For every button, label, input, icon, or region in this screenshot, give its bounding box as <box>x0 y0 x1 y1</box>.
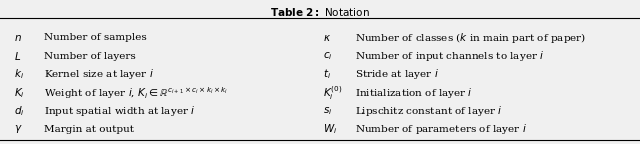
Text: $\kappa$: $\kappa$ <box>323 33 332 43</box>
Text: $K_i$: $K_i$ <box>14 86 25 100</box>
Text: Initialization of layer $i$: Initialization of layer $i$ <box>355 86 473 100</box>
Text: Stride at layer $i$: Stride at layer $i$ <box>355 67 439 81</box>
Text: $s_i$: $s_i$ <box>323 105 333 117</box>
Text: $c_i$: $c_i$ <box>323 50 333 62</box>
Text: Number of classes ($k$ in main part of paper): Number of classes ($k$ in main part of p… <box>355 31 586 45</box>
Text: Margin at output: Margin at output <box>44 125 134 134</box>
Text: $n$: $n$ <box>14 33 22 43</box>
Text: Number of samples: Number of samples <box>44 33 147 42</box>
Text: $t_i$: $t_i$ <box>323 68 332 81</box>
Text: $W_i$: $W_i$ <box>323 122 337 136</box>
Text: Number of parameters of layer $i$: Number of parameters of layer $i$ <box>355 122 527 136</box>
Text: Number of layers: Number of layers <box>44 52 135 61</box>
Text: Input spatial width at layer $i$: Input spatial width at layer $i$ <box>44 104 195 118</box>
Text: $L$: $L$ <box>14 50 21 62</box>
Text: Lipschitz constant of layer $i$: Lipschitz constant of layer $i$ <box>355 104 502 118</box>
Text: $\mathbf{Table\ 2:}$ $\mathrm{Notation}$: $\mathbf{Table\ 2:}$ $\mathrm{Notation}$ <box>270 6 370 18</box>
Text: $d_i$: $d_i$ <box>14 104 25 118</box>
Text: $\gamma$: $\gamma$ <box>14 123 22 135</box>
Text: Kernel size at layer $i$: Kernel size at layer $i$ <box>44 67 154 81</box>
Text: Weight of layer $i$, $K_i \in \mathbb{R}^{c_{i+1}\times c_i\times k_i\times k_i}: Weight of layer $i$, $K_i \in \mathbb{R}… <box>44 85 228 101</box>
Text: Number of input channels to layer $i$: Number of input channels to layer $i$ <box>355 49 545 63</box>
Text: $k_i$: $k_i$ <box>14 68 24 81</box>
Text: $K_i^{(0)}$: $K_i^{(0)}$ <box>323 84 342 102</box>
